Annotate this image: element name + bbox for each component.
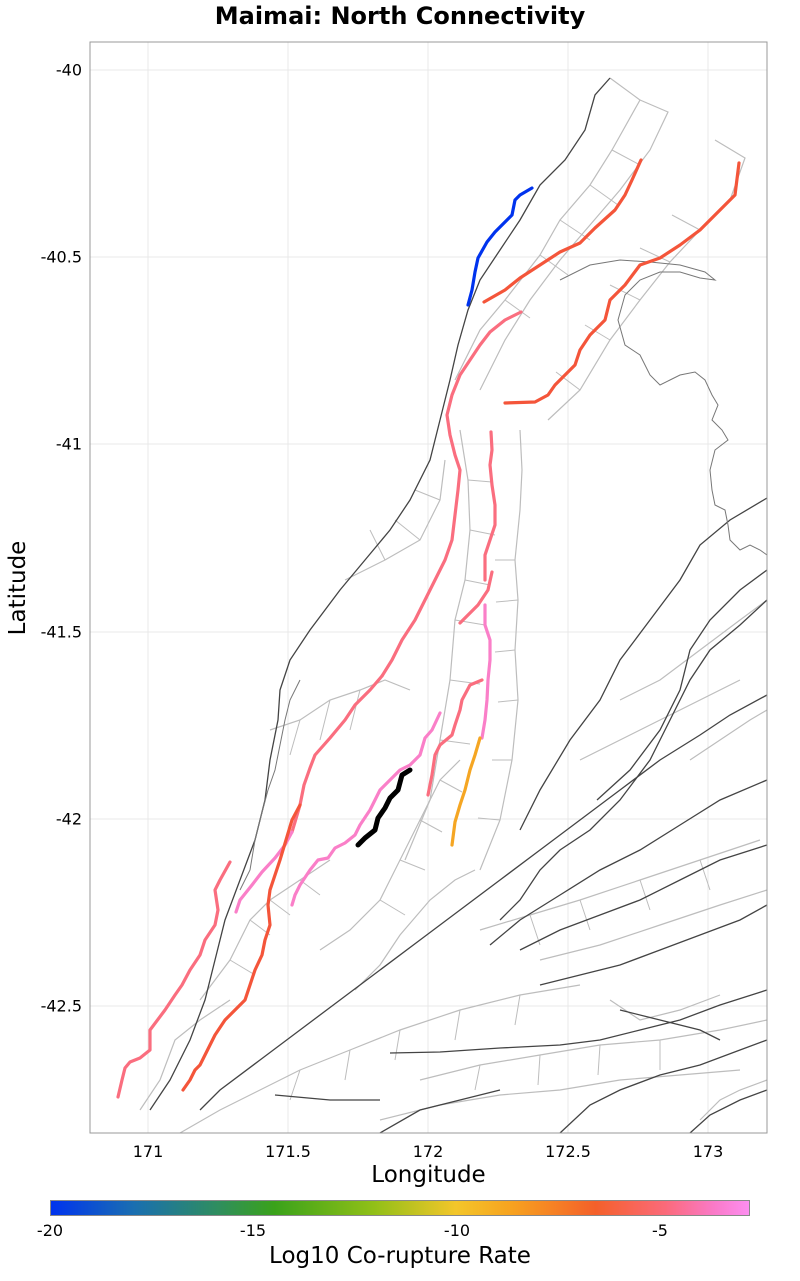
fault-trace-pink-4 xyxy=(290,674,384,834)
colorbar-tick-label: -15 xyxy=(239,1221,267,1240)
fault-trace-pink-1 xyxy=(380,310,523,678)
x-tick-label: 172 xyxy=(412,1142,444,1161)
x-tick-label: 172.5 xyxy=(545,1142,591,1161)
fault-traces xyxy=(149,77,768,1134)
y-tick-label: -42 xyxy=(55,809,82,829)
y-tick-label: -41.5 xyxy=(40,622,82,642)
fault-subsections xyxy=(139,77,768,1134)
plot-frame xyxy=(89,41,768,1134)
x-tick-label: 171 xyxy=(132,1142,164,1161)
grid-lines xyxy=(90,42,767,1133)
fault-trace-red-2 xyxy=(503,161,741,405)
fault-trace-red-1 xyxy=(482,158,643,304)
colorbar-tick-label: -20 xyxy=(36,1221,64,1240)
y-axis-label: Latitude xyxy=(5,540,31,636)
x-tick-label: 173 xyxy=(692,1142,724,1161)
fault-trace-blue xyxy=(466,186,534,307)
fault-trace-orange xyxy=(450,736,482,847)
y-tick-label: -42.5 xyxy=(40,996,82,1016)
y-tick-label: -41 xyxy=(55,434,82,454)
coastline xyxy=(559,259,768,556)
colorbar-tick-label: -5 xyxy=(652,1221,668,1240)
colored-fault-traces xyxy=(116,158,741,1099)
y-tick-label: -40 xyxy=(55,60,82,80)
west-coastline xyxy=(239,679,301,891)
colorbar xyxy=(50,1200,750,1216)
x-tick-label: 171.5 xyxy=(265,1142,311,1161)
fault-trace-magenta-1 xyxy=(480,603,492,740)
fault-trace-pink-2 xyxy=(483,430,497,582)
fault-trace-pink-5 xyxy=(116,860,232,1099)
colorbar-tick-label: -10 xyxy=(443,1221,471,1240)
y-tick-label: -40.5 xyxy=(40,247,82,267)
fault-trace-target xyxy=(355,767,413,848)
map-title: Maimai: North Connectivity xyxy=(214,2,586,30)
x-axis-label: Longitude xyxy=(371,1162,486,1188)
fault-trace-red-3 xyxy=(181,803,302,1092)
fault-trace-magenta-3 xyxy=(290,711,442,907)
fault-trace-pink-3 xyxy=(458,570,494,625)
colorbar-label: Log10 Co-rupture Rate xyxy=(269,1243,531,1269)
fault-trace-pink-6 xyxy=(426,678,484,797)
